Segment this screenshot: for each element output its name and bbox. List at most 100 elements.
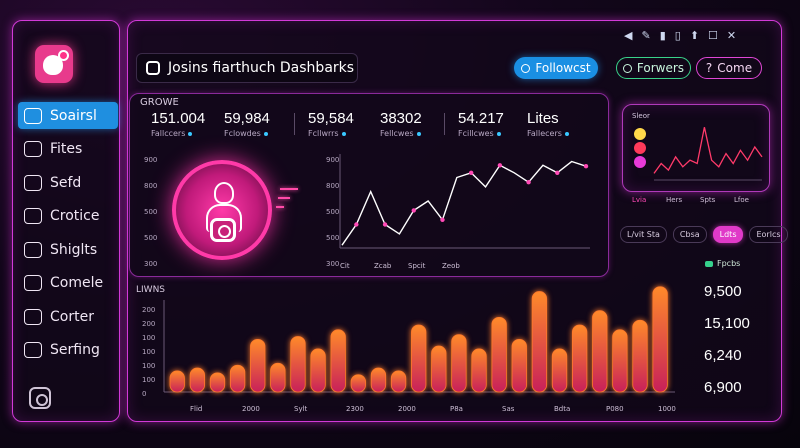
sidebar-item-4[interactable]: Shiglts (18, 236, 118, 263)
search-icon (24, 107, 42, 124)
follow-button[interactable]: Followcst (514, 57, 598, 79)
sidebar-item-5[interactable]: Comele (18, 270, 118, 297)
sidebar-item-label: Crotice (50, 208, 100, 224)
sidebar (12, 20, 120, 422)
bar (632, 319, 648, 393)
x-tick-label: Spts (700, 196, 716, 204)
side-value: 9,500 (704, 283, 742, 300)
chat-icon (24, 275, 42, 291)
window-control-icon[interactable]: ✎ (641, 29, 651, 42)
data-point (583, 164, 589, 169)
side-value: 6,240 (704, 347, 742, 364)
speed-line-decoration (280, 188, 298, 190)
y-tick-label: 100 (142, 376, 155, 384)
x-tick-label: Lvia (632, 196, 646, 204)
side-value: 15,100 (704, 315, 750, 332)
app-logo[interactable] (35, 45, 73, 83)
sidebar-item-2[interactable]: Sefd (18, 169, 118, 196)
send-icon (24, 174, 42, 191)
filter-chip[interactable]: Eorlcs (749, 226, 788, 243)
apple-icon (43, 55, 63, 75)
stat-item: 38302 Fellcwes (380, 110, 422, 138)
bar (290, 336, 306, 393)
x-tick-label: Spcit (408, 262, 426, 270)
stat-value: Lites (527, 110, 559, 127)
sidebar-item-1[interactable]: Fites (18, 136, 118, 163)
question-icon: ? (705, 61, 713, 75)
data-point (382, 222, 388, 227)
stat-value: 59,584 (308, 110, 354, 127)
filter-chip[interactable]: Cbsa (672, 226, 707, 243)
status-dot-icon (496, 131, 501, 136)
stat-divider (294, 113, 295, 135)
bar (551, 348, 568, 393)
stat-value: 151.004 (151, 110, 206, 127)
status-dot-icon (416, 131, 421, 136)
filter-chip[interactable]: Ldts (712, 226, 744, 243)
chart-filters: L/vit Sta Cbsa Ldts Eorlcs (620, 226, 788, 243)
bar (471, 348, 487, 393)
notification-dot-icon (58, 50, 69, 61)
status-dot-icon (263, 131, 268, 136)
bar (189, 367, 206, 393)
file-icon (24, 141, 42, 157)
bar (612, 329, 628, 393)
y-tick-label: 200 (142, 320, 155, 328)
y-tick-label: 500 (326, 234, 339, 242)
x-tick-label: Hers (666, 196, 682, 204)
come-button[interactable]: ? Come (696, 57, 762, 79)
sidebar-item-label: Soairsl (50, 107, 97, 124)
y-tick-label: 900 (326, 156, 339, 164)
bar (390, 370, 407, 393)
account-icon[interactable] (29, 387, 51, 409)
sidebar-item-0[interactable]: Soairsl (18, 102, 118, 129)
bar (310, 348, 326, 393)
speed-line-decoration (276, 206, 284, 208)
instagram-icon (146, 61, 160, 75)
profile-avatar[interactable] (172, 160, 272, 260)
shield-icon (24, 241, 42, 258)
window-control-icon[interactable]: ▮ (659, 29, 666, 42)
x-tick-label: 2300 (346, 405, 364, 413)
y-tick-label: 300 (326, 260, 339, 268)
data-point (354, 222, 359, 227)
bar (370, 367, 387, 393)
stat-value: 59,984 (224, 110, 270, 127)
y-tick-label: 500 (144, 234, 157, 242)
sidebar-item-3[interactable]: Crotice (18, 203, 118, 230)
bar-chart-title: LIWNS (136, 285, 165, 295)
window-control-icon[interactable]: ☐ (708, 29, 718, 42)
followers-button[interactable]: Forwers (616, 57, 691, 79)
chart-icon (24, 208, 42, 224)
stat-item: Lites Fallecers (527, 110, 569, 138)
settings-icon (24, 342, 42, 358)
bar (250, 338, 266, 393)
bar (229, 364, 246, 393)
window-control-icon[interactable]: ◀ (624, 29, 633, 42)
sidebar-item-label: Serfing (50, 342, 100, 358)
data-point (497, 163, 503, 168)
window-control-icon[interactable]: ✕ (726, 29, 737, 42)
y-tick-label: 100 (142, 334, 155, 342)
x-tick-label: Flid (190, 405, 202, 413)
instagram-icon (622, 63, 632, 73)
bar (592, 310, 608, 393)
sidebar-item-6[interactable]: Corter (18, 303, 118, 330)
legend-dot-icon (634, 128, 646, 140)
window-control-icon[interactable]: ⬆ (689, 29, 700, 42)
status-dot-icon (564, 131, 569, 136)
stat-label: Fallccers (151, 129, 205, 138)
y-tick-label: 800 (144, 182, 157, 190)
sidebar-item-7[interactable]: Serfing (18, 337, 118, 364)
filter-chip[interactable]: L/vit Sta (620, 226, 667, 243)
bar (431, 345, 447, 393)
growth-section-label: GROWE (140, 97, 179, 108)
bar (169, 370, 185, 393)
data-point (555, 170, 560, 175)
window-control-icon[interactable]: ▯ (674, 29, 681, 42)
page-title: Josins fiarthuch Dashbarks (168, 60, 355, 76)
follow-button-label: Followcst (535, 61, 591, 75)
stat-value: 38302 (380, 110, 422, 127)
